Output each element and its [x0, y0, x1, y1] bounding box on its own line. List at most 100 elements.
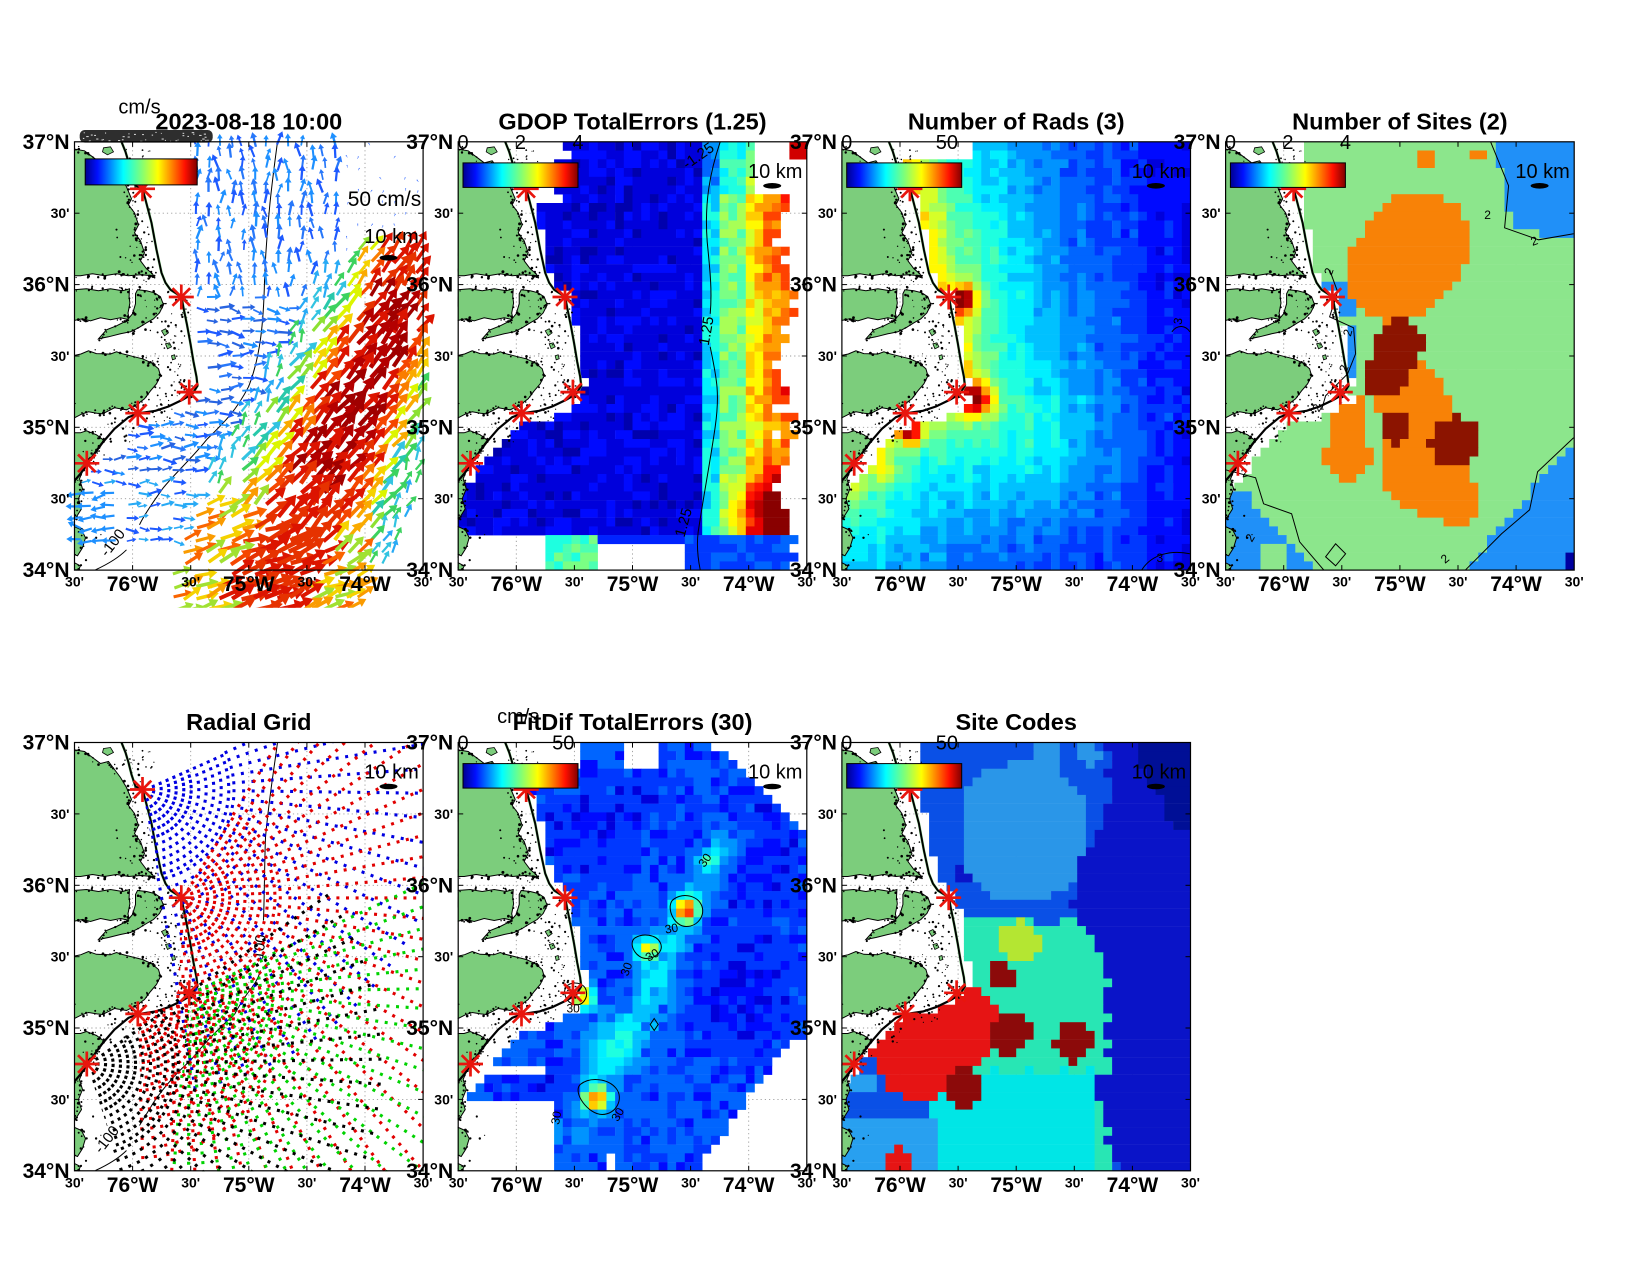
- svg-text:3: 3: [1157, 551, 1164, 565]
- svg-text:2: 2: [1340, 327, 1355, 337]
- svg-text:30: 30: [567, 1002, 581, 1016]
- svg-text:35°N: 35°N: [790, 1017, 837, 1040]
- svg-text:76°W: 76°W: [107, 573, 159, 596]
- svg-text:30': 30': [681, 574, 700, 590]
- svg-text:30': 30': [818, 205, 837, 221]
- svg-text:36°N: 36°N: [406, 874, 453, 897]
- svg-text:30': 30': [434, 806, 453, 822]
- svg-text:2: 2: [1240, 465, 1250, 480]
- svg-text:0: 0: [457, 132, 468, 154]
- svg-text:30': 30': [1332, 574, 1351, 590]
- svg-text:0: 0: [841, 733, 852, 755]
- svg-text:35°N: 35°N: [790, 416, 837, 439]
- svg-text:76°W: 76°W: [874, 573, 926, 596]
- svg-text:2: 2: [1529, 233, 1540, 249]
- svg-text:30': 30': [681, 1174, 700, 1190]
- svg-text:50: 50: [552, 733, 574, 755]
- svg-text:30': 30': [949, 1174, 968, 1190]
- svg-text:30': 30': [51, 806, 70, 822]
- svg-text:Radial Grid: Radial Grid: [186, 709, 311, 735]
- svg-text:30: 30: [618, 960, 636, 978]
- svg-text:75°W: 75°W: [607, 1174, 659, 1197]
- svg-text:30': 30': [434, 949, 453, 965]
- svg-text:2023-08-18 10:00: 2023-08-18 10:00: [155, 108, 342, 134]
- svg-text:36°N: 36°N: [23, 874, 70, 897]
- svg-text:30': 30': [297, 574, 316, 590]
- svg-text:30': 30': [1202, 348, 1221, 364]
- svg-text:75°W: 75°W: [223, 573, 275, 596]
- svg-text:30': 30': [565, 574, 584, 590]
- svg-text:30': 30': [565, 1174, 584, 1190]
- svg-text:10 km: 10 km: [748, 161, 802, 183]
- svg-text:30': 30': [1181, 1174, 1200, 1190]
- svg-text:30': 30': [832, 574, 851, 590]
- svg-text:34°N: 34°N: [790, 1160, 837, 1183]
- svg-text:75°W: 75°W: [223, 1174, 275, 1197]
- svg-text:3: 3: [1170, 316, 1185, 325]
- svg-text:30': 30': [434, 205, 453, 221]
- svg-text:75°W: 75°W: [990, 1174, 1042, 1197]
- svg-text:37°N: 37°N: [406, 732, 453, 755]
- svg-text:30': 30': [434, 491, 453, 507]
- svg-text:cm/s: cm/s: [118, 96, 160, 118]
- svg-text:10 km: 10 km: [364, 226, 418, 248]
- svg-text:75°W: 75°W: [607, 573, 659, 596]
- svg-text:36°N: 36°N: [406, 274, 453, 297]
- svg-text:34°N: 34°N: [1174, 559, 1221, 582]
- svg-text:30': 30': [818, 491, 837, 507]
- svg-text:30': 30': [1202, 491, 1221, 507]
- svg-text:30': 30': [1202, 205, 1221, 221]
- svg-text:1.25: 1.25: [672, 506, 696, 539]
- svg-text:30': 30': [51, 1091, 70, 1107]
- svg-text:76°W: 76°W: [491, 1174, 543, 1197]
- svg-text:75°W: 75°W: [1374, 573, 1426, 596]
- svg-text:76°W: 76°W: [874, 1174, 926, 1197]
- svg-text:35°N: 35°N: [23, 416, 70, 439]
- svg-text:2: 2: [1484, 208, 1491, 222]
- svg-text:30': 30': [414, 574, 433, 590]
- svg-text:2: 2: [1282, 132, 1293, 154]
- svg-text:10 km: 10 km: [364, 762, 418, 784]
- svg-text:30: 30: [643, 945, 662, 964]
- svg-text:30': 30': [818, 806, 837, 822]
- svg-text:76°W: 76°W: [1258, 573, 1310, 596]
- svg-text:37°N: 37°N: [406, 131, 453, 154]
- svg-text:50: 50: [936, 733, 958, 755]
- svg-text:37°N: 37°N: [1174, 131, 1221, 154]
- svg-text:35°N: 35°N: [1174, 416, 1221, 439]
- svg-text:30': 30': [449, 1174, 468, 1190]
- svg-text:30': 30': [1216, 574, 1235, 590]
- svg-text:30': 30': [818, 949, 837, 965]
- svg-text:34°N: 34°N: [406, 1160, 453, 1183]
- svg-text:Site Codes: Site Codes: [955, 709, 1076, 735]
- svg-text:34°N: 34°N: [406, 559, 453, 582]
- svg-text:4: 4: [572, 132, 583, 154]
- svg-text:30': 30': [434, 348, 453, 364]
- svg-text:30': 30': [181, 1174, 200, 1190]
- svg-text:-100: -100: [91, 1123, 123, 1157]
- svg-text:76°W: 76°W: [491, 573, 543, 596]
- svg-text:50: 50: [936, 132, 958, 154]
- svg-text:75°W: 75°W: [990, 573, 1042, 596]
- svg-text:74°W: 74°W: [1490, 573, 1542, 596]
- svg-text:35°N: 35°N: [406, 416, 453, 439]
- svg-text:30': 30': [51, 491, 70, 507]
- svg-text:35°N: 35°N: [406, 1017, 453, 1040]
- svg-text:10 km: 10 km: [748, 762, 802, 784]
- svg-text:4: 4: [1340, 132, 1351, 154]
- svg-text:Number of Sites (2): Number of Sites (2): [1292, 108, 1507, 134]
- svg-text:30: 30: [608, 1105, 627, 1124]
- svg-text:30: 30: [664, 920, 680, 936]
- svg-text:76°W: 76°W: [107, 1174, 159, 1197]
- svg-text:30': 30': [949, 574, 968, 590]
- svg-text:30: 30: [548, 1110, 564, 1126]
- svg-text:34°N: 34°N: [790, 559, 837, 582]
- svg-text:0: 0: [1225, 132, 1236, 154]
- svg-text:10 km: 10 km: [1132, 161, 1186, 183]
- svg-text:74°W: 74°W: [339, 573, 391, 596]
- svg-text:37°N: 37°N: [23, 732, 70, 755]
- svg-text:37°N: 37°N: [23, 131, 70, 154]
- svg-text:30': 30': [818, 1091, 837, 1107]
- svg-text:30': 30': [181, 574, 200, 590]
- svg-text:30': 30': [797, 574, 816, 590]
